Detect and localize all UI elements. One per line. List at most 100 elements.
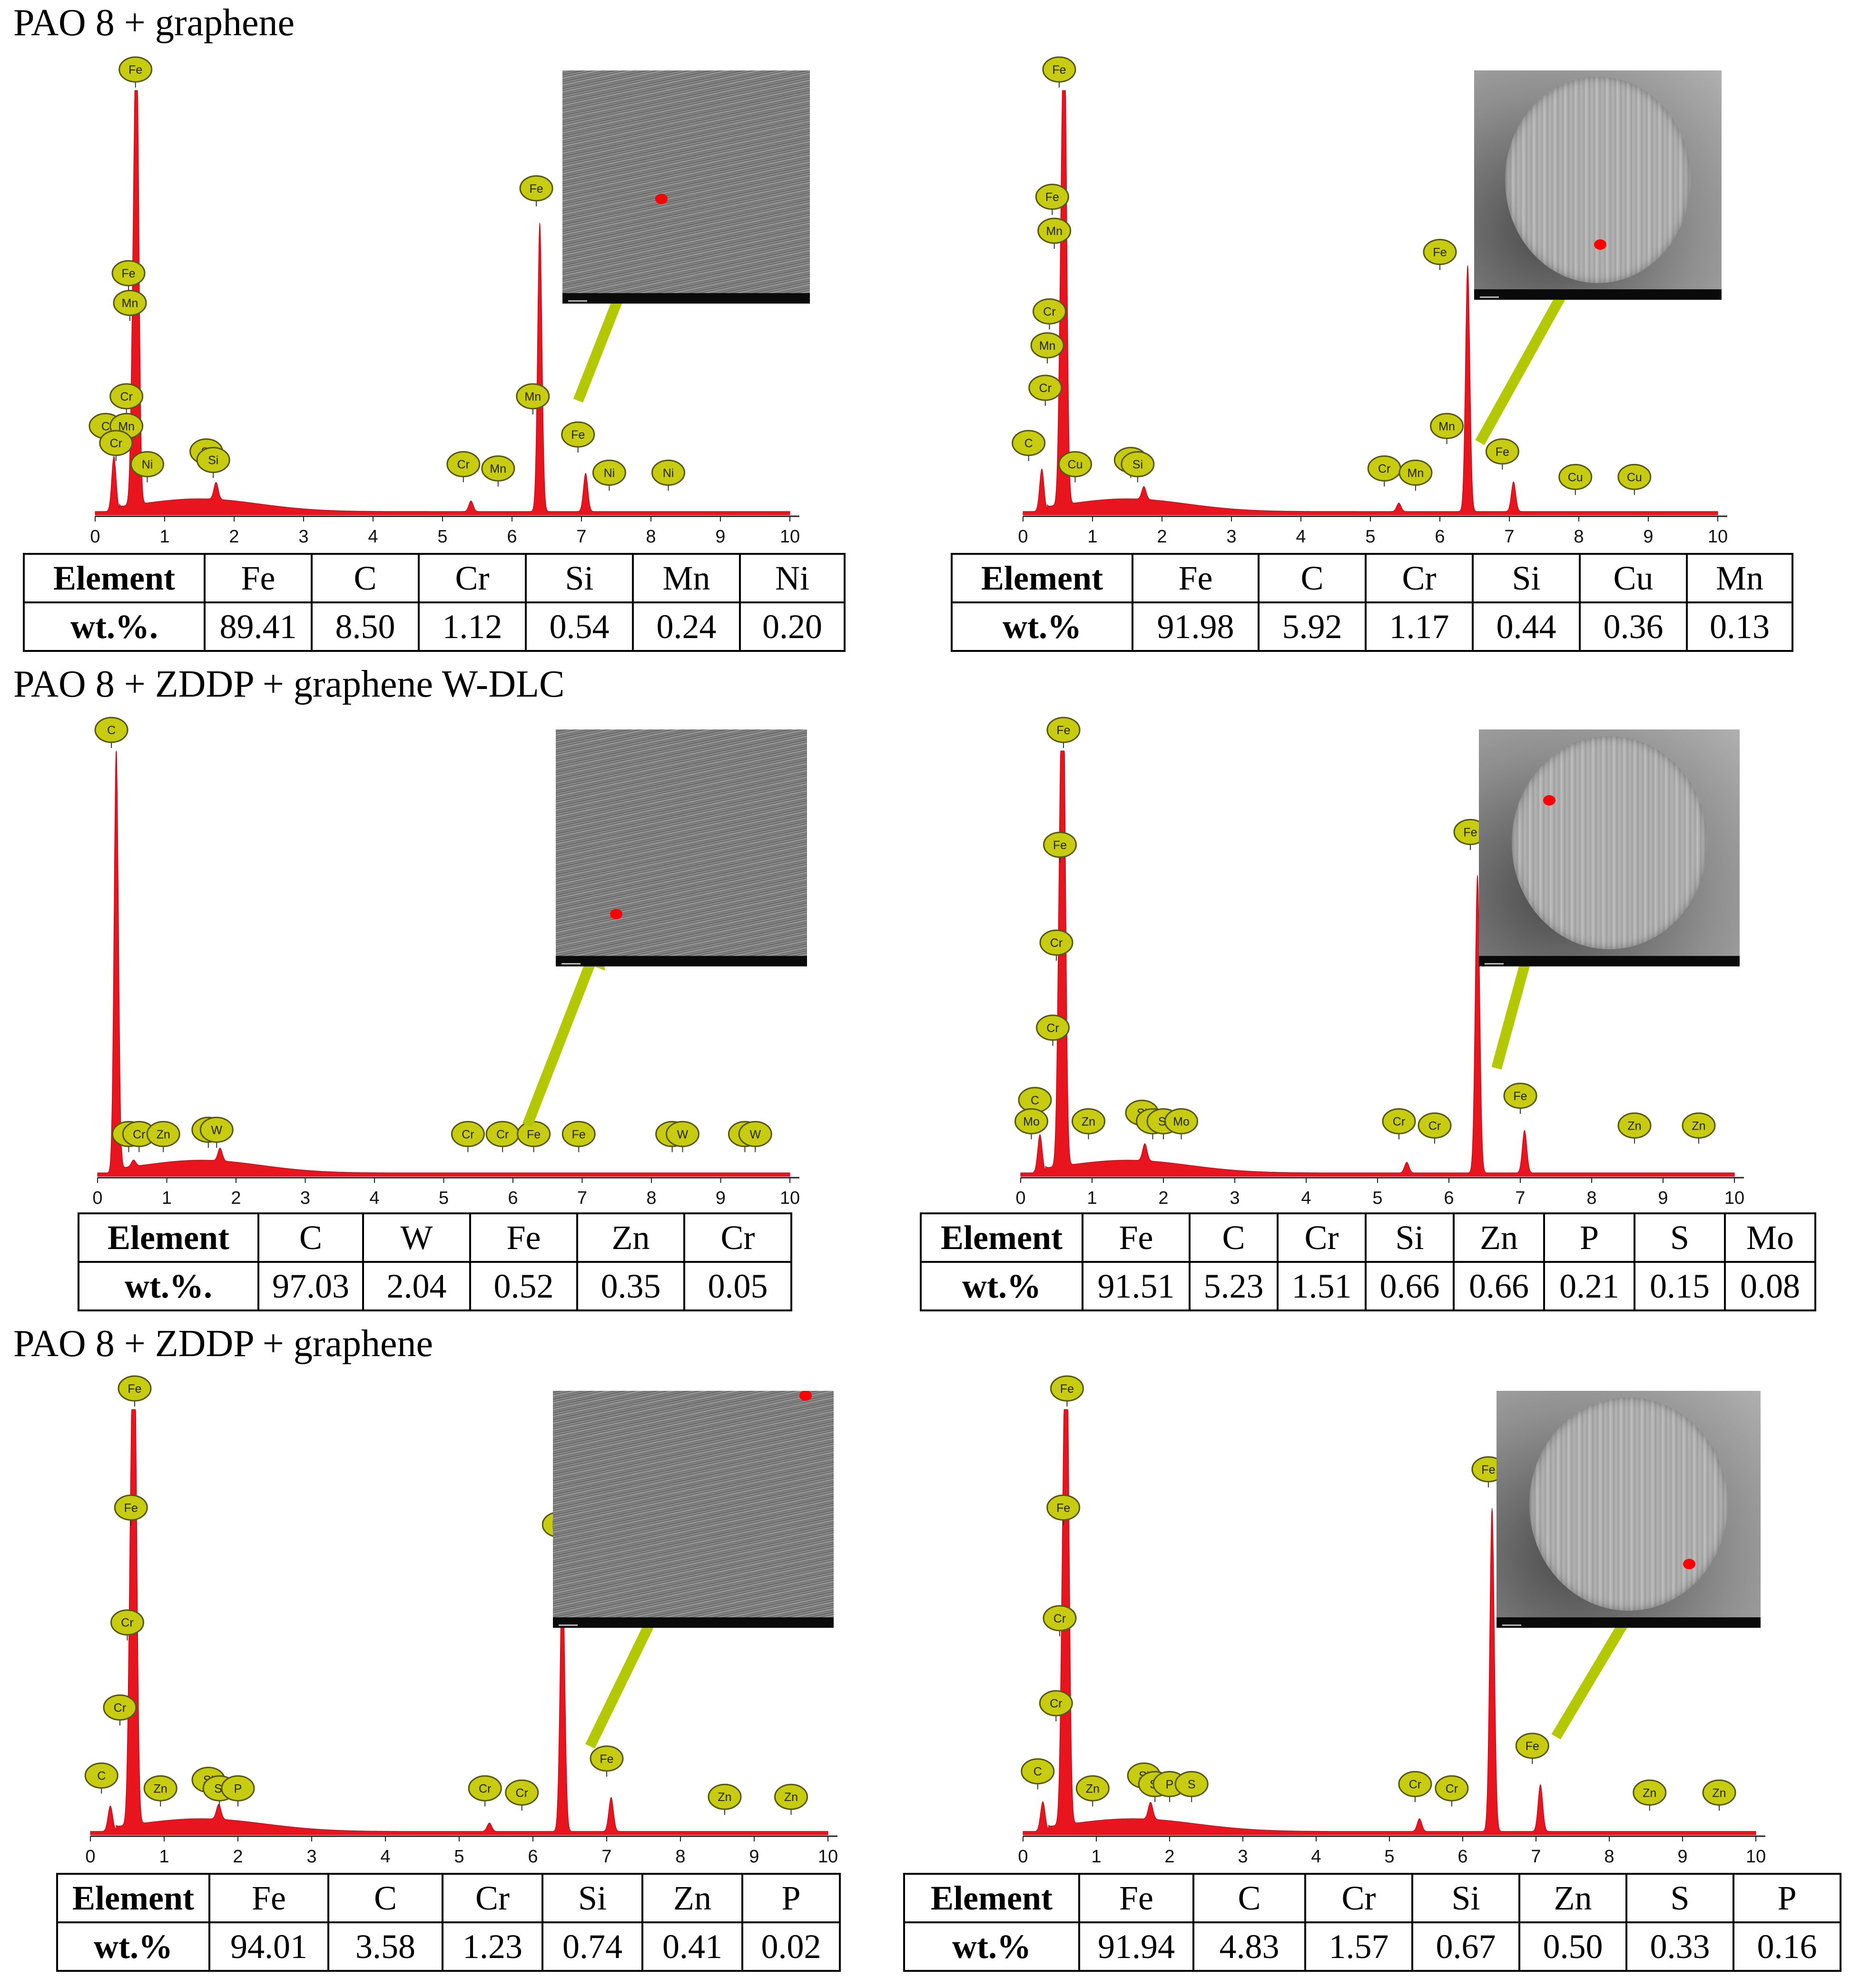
peak-label: C [1018, 1087, 1052, 1118]
peak-label: Fe [1471, 1456, 1506, 1487]
element-cell: Zn [1518, 1873, 1627, 1923]
element-cell: Mo [1724, 1212, 1816, 1263]
sem-info-bar [1474, 289, 1722, 300]
peak-label: Zn [1075, 1775, 1110, 1807]
x-tick-label: 7 [577, 1188, 587, 1208]
peak-label: Mo [1164, 1108, 1198, 1140]
wt-cell: 0.74 [542, 1921, 643, 1972]
element-cell: Ni [739, 553, 846, 603]
svg-text:Fe: Fe [600, 1752, 613, 1766]
element-cell: Mn [632, 553, 741, 603]
x-tick-label: 6 [1444, 1188, 1454, 1208]
x-tick-label: 5 [437, 527, 447, 547]
svg-text:Fe: Fe [530, 182, 543, 196]
table-header-row: Element Fe C Cr Si Cu Mn [951, 553, 1793, 603]
peak-label: Cr [1039, 929, 1073, 961]
svg-text:Fe: Fe [128, 1382, 141, 1396]
element-cell: W [362, 1212, 471, 1263]
peak-label: Fe [561, 1121, 596, 1152]
svg-text:Fe: Fe [124, 1501, 138, 1515]
svg-text:Fe: Fe [1045, 191, 1059, 204]
svg-text:Fe: Fe [1052, 63, 1066, 77]
svg-text:Fe: Fe [1481, 1463, 1495, 1476]
sem-micrograph [553, 1391, 834, 1628]
svg-text:Fe: Fe [1513, 1090, 1527, 1103]
svg-text:Cr: Cr [1378, 462, 1390, 475]
x-tick-label: 6 [507, 527, 517, 547]
wt-cell: 0.33 [1625, 1921, 1734, 1972]
svg-text:C: C [107, 724, 116, 737]
svg-text:Fe: Fe [1463, 826, 1477, 839]
svg-text:Si: Si [208, 454, 218, 467]
analysis-spot [799, 1391, 812, 1401]
x-tick-label: 2 [231, 1188, 241, 1208]
x-tick-label: 1 [159, 527, 169, 547]
peak-label: Fe [114, 1494, 148, 1526]
peak-label: Mn [481, 455, 515, 487]
peak-label: Cr [1032, 298, 1066, 330]
peak-label: Ni [130, 451, 164, 482]
svg-text:Cr: Cr [462, 1128, 474, 1141]
x-tick-label: 5 [1365, 527, 1375, 547]
peak-label: Cr [1435, 1775, 1469, 1807]
wt-cell: 0.54 [525, 601, 634, 652]
peak-label: Si [196, 447, 230, 478]
wt-cell: 0.24 [632, 601, 741, 652]
peak-label: Fe [561, 421, 595, 453]
sem-micrograph [556, 729, 807, 966]
wear-scar [1511, 736, 1707, 950]
table-value-row: wt.% 91.98 5.92 1.17 0.44 0.36 0.13 [951, 601, 1793, 652]
x-tick-label: 9 [715, 527, 725, 547]
svg-text:Zn: Zn [1086, 1782, 1100, 1795]
svg-text:C: C [1024, 437, 1033, 450]
peak-label: Cr [110, 1609, 144, 1641]
x-tick-label: 8 [646, 527, 656, 547]
wt-cell: 4.83 [1192, 1921, 1306, 1972]
peak-label: Cr [505, 1779, 539, 1811]
peak-label: Zn [774, 1783, 808, 1815]
row-header: Element [23, 553, 206, 603]
peak-label: Zn [146, 1121, 180, 1152]
svg-text:Cr: Cr [121, 1616, 133, 1630]
svg-text:Mn: Mn [524, 390, 541, 404]
svg-text:Cr: Cr [133, 1128, 145, 1141]
peak-label: Cr [485, 1121, 520, 1152]
element-cell: Fe [469, 1212, 578, 1263]
sem-micrograph [562, 70, 810, 304]
x-tick-label: 7 [1515, 1188, 1525, 1208]
table-header-row: Element Fe C Cr Si Zn S P [903, 1873, 1841, 1923]
svg-text:Fe: Fe [1433, 246, 1447, 259]
element-cell: Fe [204, 553, 313, 603]
svg-text:W: W [749, 1128, 761, 1141]
svg-text:Cr: Cr [114, 1702, 126, 1715]
svg-text:Ni: Ni [142, 458, 153, 472]
x-tick-label: 9 [749, 1847, 759, 1867]
section-title-1: PAO 8 + graphene [13, 2, 295, 44]
x-tick-label: 0 [92, 1188, 102, 1208]
svg-text:Cu: Cu [1568, 471, 1583, 484]
peak-label: Cr [1028, 374, 1063, 406]
x-tick-label: 8 [1586, 1188, 1596, 1208]
x-tick-label: 4 [380, 1847, 390, 1867]
svg-text:Zn: Zn [718, 1791, 731, 1804]
wt-cell: 0.67 [1411, 1921, 1520, 1972]
peak-label: W [199, 1116, 234, 1148]
sem-info-bar [1479, 956, 1740, 966]
sem-info-bar [1497, 1617, 1761, 1628]
x-tick-label: 5 [439, 1188, 449, 1208]
x-tick-label: 1 [159, 1847, 169, 1867]
peak-label: Cr [1418, 1112, 1452, 1144]
sem-info-bar [556, 956, 807, 966]
x-tick-label: 6 [1435, 527, 1445, 547]
element-cell: C [1189, 1212, 1279, 1263]
peak-label: Fe [118, 1375, 152, 1407]
element-cell: S [1625, 1873, 1734, 1923]
x-tick-label: 5 [1372, 1188, 1382, 1208]
x-tick-label: 6 [1457, 1847, 1467, 1867]
peak-label: Zn [1702, 1779, 1736, 1811]
section-title-2: PAO 8 + ZDDP + graphene W-DLC [13, 663, 565, 705]
wt-cell: 1.12 [418, 601, 527, 652]
x-tick-label: 1 [162, 1188, 172, 1208]
x-tick-label: 3 [1226, 527, 1236, 547]
element-cell: Cr [442, 1873, 543, 1923]
